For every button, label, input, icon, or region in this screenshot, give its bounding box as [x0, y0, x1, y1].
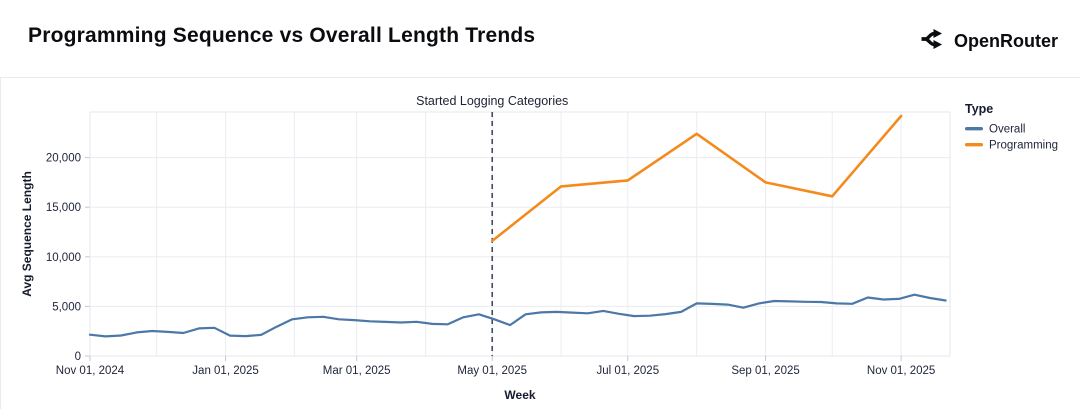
annotation-label: Started Logging Categories: [416, 94, 568, 108]
y-tick-label: 15,000: [46, 202, 81, 214]
chart-area: 0 5,000 10,000 15,000 20,000 Nov 01, 2024 Jan …: [0, 77, 1080, 409]
x-tick-label: Nov 01, 2024: [56, 365, 125, 377]
x-axis-title: Week: [504, 388, 535, 402]
series-line-overall: [88, 293, 947, 338]
x-tick-label: Nov 01, 2025: [867, 365, 935, 377]
chart-svg: 0 5,000 10,000 15,000 20,000 Nov 01, 2024 Jan …: [20, 94, 1058, 402]
x-tick-label: Jan 01, 2025: [192, 365, 259, 377]
series-line-programming: [490, 114, 903, 243]
legend-swatch-overall: [965, 127, 983, 131]
brand-name: OpenRouter: [953, 31, 1058, 51]
card-left-border: [0, 77, 1, 409]
header: Programming Sequence vs Overall Length T…: [0, 0, 1080, 77]
y-tick-label: 20,000: [46, 153, 81, 165]
y-axis-title: Avg Sequence Length: [20, 171, 34, 297]
x-tick-label: May 01, 2025: [457, 365, 527, 377]
y-tick-label: 5,000: [52, 301, 81, 313]
brand-logo[interactable]: OpenRouter: [920, 26, 1058, 57]
y-tick-label: 0: [75, 351, 81, 363]
plot-border: [89, 111, 951, 357]
page-title: Programming Sequence vs Overall Length T…: [28, 24, 536, 47]
legend-item-programming: Programming: [989, 140, 1058, 152]
x-tick-label: Mar 01, 2025: [323, 365, 391, 377]
legend-title: Type: [965, 102, 993, 116]
openrouter-chevron-icon: [920, 26, 946, 57]
x-tick-label: Sep 01, 2025: [731, 365, 799, 377]
legend-swatch-programming: [965, 143, 983, 147]
header-divider: [0, 77, 1080, 78]
y-tick-label: 10,000: [46, 252, 81, 264]
legend-item-overall: Overall: [989, 124, 1025, 136]
x-tick-label: Jul 01, 2025: [596, 365, 659, 377]
